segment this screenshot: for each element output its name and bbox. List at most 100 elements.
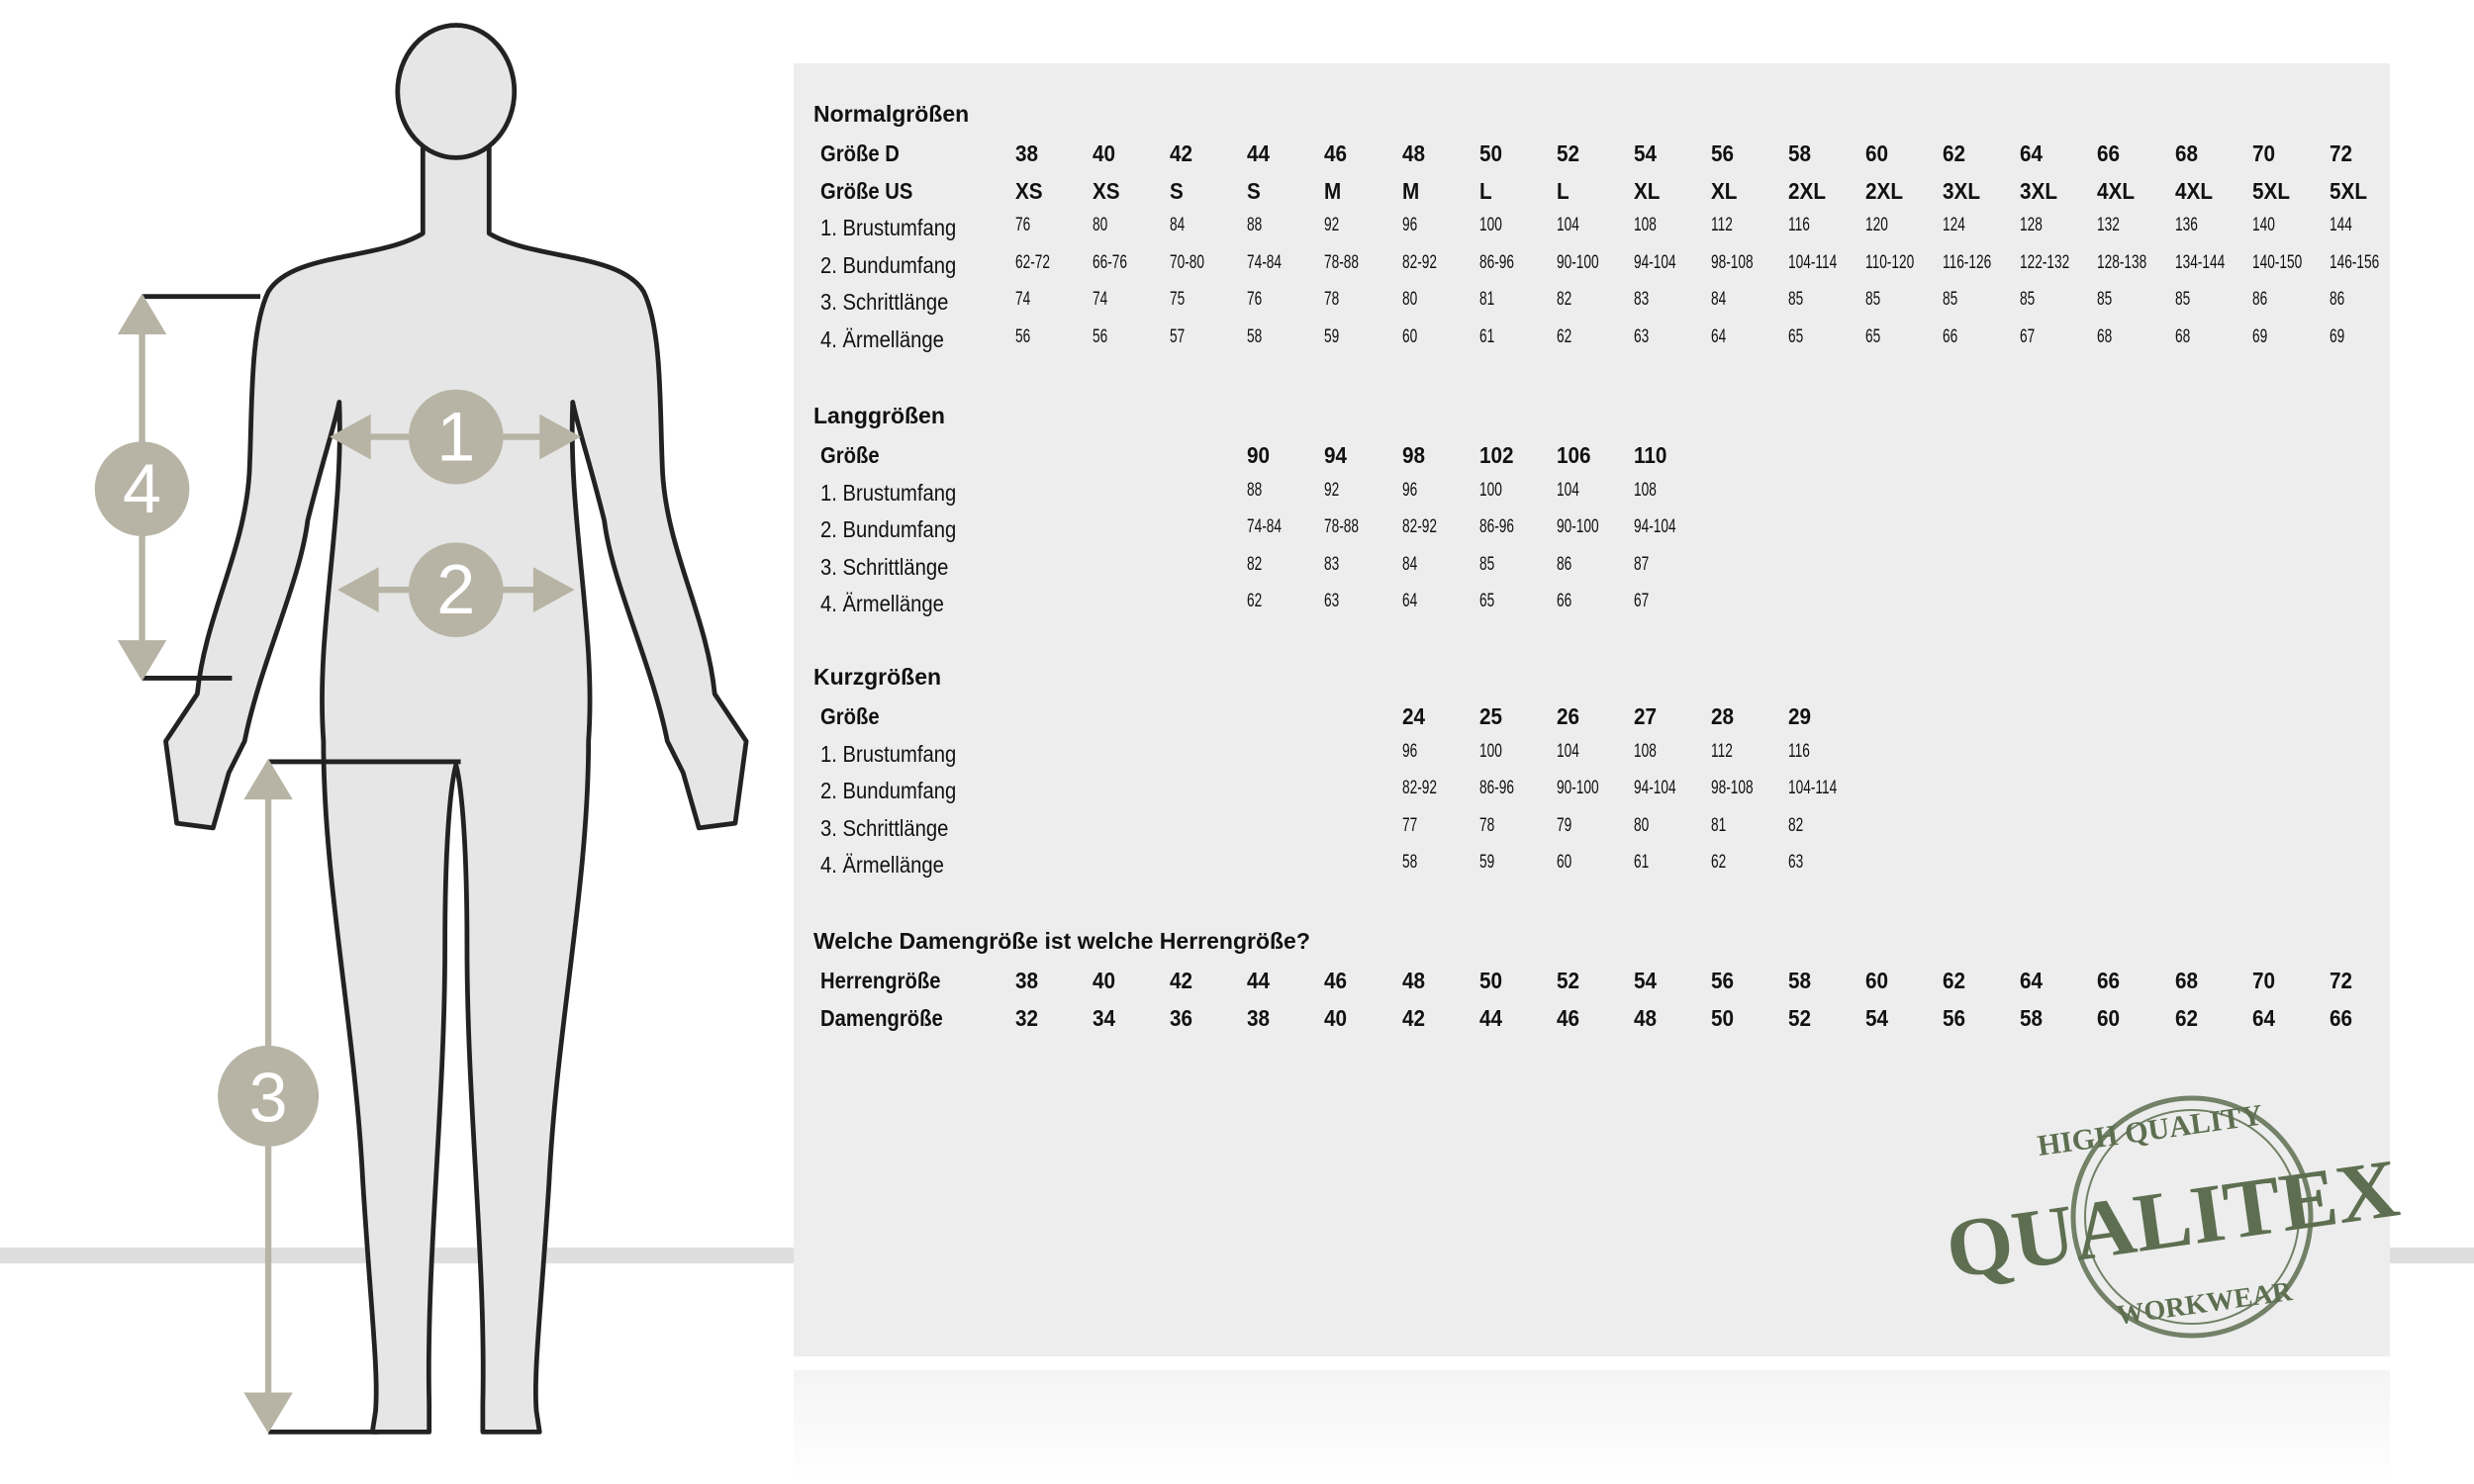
table-cell: 27 — [1633, 703, 1657, 729]
table-cell: 54 — [1865, 1004, 1889, 1031]
table-cell: 68 — [2174, 140, 2198, 166]
table-cell: 116 — [1788, 215, 1810, 235]
table-cell: 62 — [1710, 852, 1727, 873]
table-cell: 87 — [1633, 553, 1650, 575]
table-cell: 88 — [1247, 215, 1263, 235]
table-cell: 78-88 — [1324, 516, 1360, 537]
table-cell: 42 — [1401, 1004, 1425, 1031]
table-cell: 69 — [2329, 325, 2344, 347]
table-cell: 34 — [1093, 1004, 1116, 1031]
qualitex-stamp-logo: HIGH QUALITY QUALITEX WORKWEAR — [1941, 1095, 2405, 1339]
table-cell: 134-144 — [2174, 251, 2225, 273]
table-cell: 38 — [1015, 140, 1039, 166]
table-cell: 90-100 — [1556, 516, 1599, 537]
table-cell: 69 — [2251, 325, 2267, 347]
row-label: 4. Ärmellänge — [820, 852, 944, 878]
kurz-section-title: Kurzgrößen — [813, 664, 942, 690]
table-cell: 78-88 — [1324, 251, 1360, 273]
table-cell: 56 — [1015, 325, 1031, 347]
table-cell: 63 — [1788, 852, 1804, 873]
table-cell: 140-150 — [2251, 251, 2302, 273]
table-cell: 136 — [2174, 215, 2198, 235]
table-cell: 88 — [1247, 479, 1263, 501]
table-cell: 64 — [2020, 968, 2044, 993]
table-cell: 65 — [1478, 591, 1494, 611]
table-cell: 72 — [2329, 968, 2352, 993]
table-cell: 60 — [1556, 852, 1571, 873]
table-cell: 80 — [1633, 814, 1650, 836]
table-cell: 120 — [1865, 215, 1888, 235]
stamp-brand-text: QUALITEX — [1941, 1142, 2404, 1296]
table-cell: 61 — [1478, 325, 1494, 347]
table-cell: 100 — [1478, 740, 1502, 762]
table-cell: 68 — [2097, 325, 2113, 347]
table-cell: 60 — [1865, 140, 1889, 166]
table-cell: 28 — [1710, 703, 1734, 729]
table-cell: 46 — [1556, 1004, 1579, 1031]
table-cell: 112 — [1710, 215, 1733, 235]
table-cell: 140 — [2251, 215, 2275, 235]
table-cell: 146-156 — [2329, 251, 2379, 273]
table-cell: 38 — [1015, 968, 1039, 993]
table-cell: 116-126 — [1943, 251, 1992, 273]
marker-3 — [218, 1045, 320, 1147]
marker-4 — [94, 441, 190, 536]
table-cell: 66 — [1556, 591, 1571, 611]
table-cell: 40 — [1093, 140, 1116, 166]
table-cell: 86-96 — [1478, 516, 1514, 537]
body-measurement-figure: 1 2 3 4 — [94, 23, 749, 1435]
size-chart-panel — [794, 63, 2390, 1356]
table-cell: 60 — [1401, 325, 1417, 347]
row-label: 3. Schrittlänge — [820, 289, 949, 315]
table-cell: 24 — [1401, 703, 1425, 729]
table-cell: 26 — [1556, 703, 1579, 729]
row-label: Größe US — [820, 177, 913, 204]
table-cell: XS — [1093, 177, 1120, 204]
table-cell: 74-84 — [1247, 516, 1283, 537]
table-cell: 44 — [1478, 1004, 1502, 1031]
table-cell: 65 — [1865, 325, 1881, 347]
table-cell: 86 — [2251, 289, 2267, 310]
row-label: 1. Brustumfang — [820, 215, 957, 240]
table-cell: 64 — [1710, 325, 1727, 347]
table-cell: 66 — [1943, 325, 1958, 347]
table-cell: 82 — [1788, 814, 1804, 836]
table-cell: XL — [1633, 177, 1661, 204]
table-cell: 84 — [1710, 289, 1727, 310]
table-cell: 46 — [1324, 968, 1348, 993]
table-cell: 46 — [1324, 140, 1348, 166]
table-cell: 80 — [1401, 289, 1417, 310]
table-cell: 42 — [1170, 140, 1193, 166]
table-cell: 40 — [1093, 968, 1116, 993]
table-cell: 56 — [1093, 325, 1108, 347]
table-cell: 104 — [1556, 215, 1579, 235]
table-cell: 92 — [1324, 215, 1340, 235]
table-cell: 52 — [1788, 1004, 1812, 1031]
table-cell: 60 — [1865, 968, 1889, 993]
table-cell: 100 — [1478, 215, 1502, 235]
table-cell: 57 — [1170, 325, 1186, 347]
table-cell: 116 — [1788, 740, 1810, 762]
table-cell: 61 — [1633, 852, 1650, 873]
table-cell: 32 — [1015, 1004, 1039, 1031]
table-cell: 76 — [1247, 289, 1263, 310]
table-cell: 48 — [1633, 1004, 1657, 1031]
row-label: 2. Bundumfang — [820, 251, 957, 278]
table-cell: 85 — [1943, 289, 1958, 310]
table-cell: 25 — [1478, 703, 1502, 729]
table-cell: 86 — [2329, 289, 2344, 310]
table-cell: 74 — [1093, 289, 1108, 310]
table-cell: 110-120 — [1865, 251, 1915, 273]
table-cell: 98 — [1401, 442, 1425, 468]
table-cell: 63 — [1633, 325, 1650, 347]
marker-1 — [408, 389, 504, 485]
table-cell: 59 — [1324, 325, 1340, 347]
table-cell: 86-96 — [1478, 778, 1514, 798]
table-cell: 2XL — [1865, 177, 1904, 204]
table-cell: 68 — [2174, 325, 2190, 347]
table-cell: 83 — [1324, 553, 1340, 575]
table-cell: 76 — [1015, 215, 1031, 235]
table-cell: 62 — [1247, 591, 1263, 611]
table-cell: 58 — [1788, 968, 1812, 993]
marker-4-label: 4 — [123, 450, 161, 527]
